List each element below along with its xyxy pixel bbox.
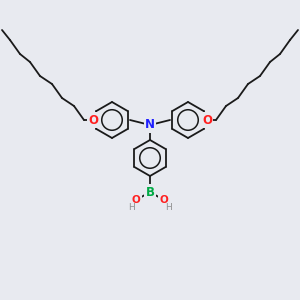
Text: O: O: [202, 113, 212, 127]
Text: O: O: [132, 195, 140, 205]
Text: N: N: [145, 118, 155, 131]
Text: H: H: [166, 203, 172, 212]
Text: B: B: [146, 185, 154, 199]
Text: O: O: [88, 113, 98, 127]
Text: O: O: [160, 195, 168, 205]
Text: H: H: [128, 203, 134, 212]
